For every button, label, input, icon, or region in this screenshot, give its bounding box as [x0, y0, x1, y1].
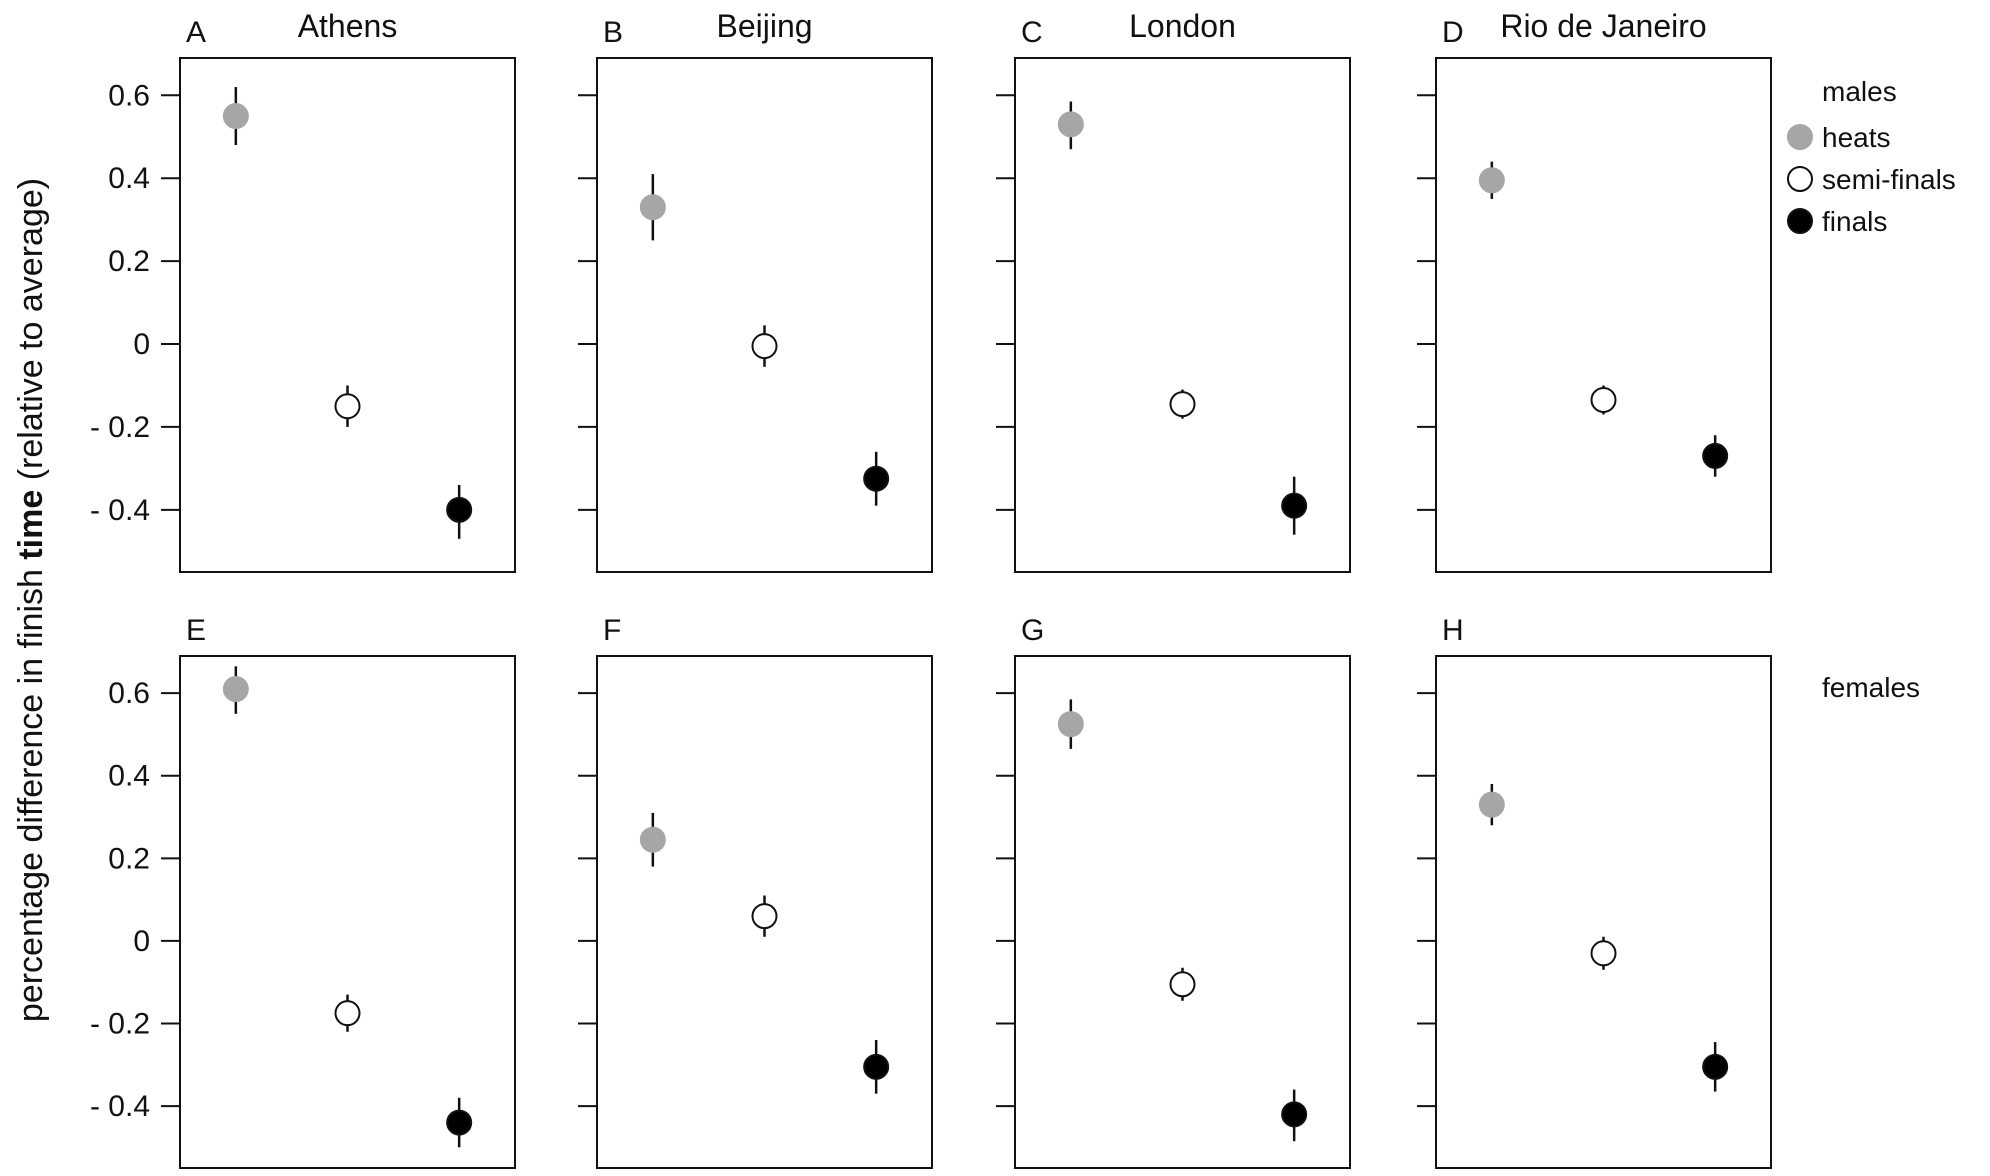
point-semi-finals [334, 1000, 361, 1027]
panel-f: F [578, 614, 933, 1169]
y-tick-label: - 0.4 [90, 1090, 150, 1123]
panel-e: E 0.6 0.4 0.2 0 - 0.2 - 0.4 [90, 614, 516, 1169]
point-heats [1478, 791, 1505, 818]
legend-label-finals: finals [1822, 206, 1887, 237]
legend-marker-semi-finals [1787, 166, 1813, 192]
point-semi-finals [751, 903, 778, 930]
legend-marker-finals [1787, 208, 1813, 234]
y-tick-label: 0.4 [108, 760, 150, 793]
point-heats [1057, 111, 1084, 138]
y-tick-label: - 0.4 [90, 494, 150, 527]
panel-letter: C [1021, 16, 1043, 49]
point-heats [222, 103, 249, 130]
y-tick-label: - 0.2 [90, 411, 150, 444]
panel-letter: D [1442, 16, 1464, 49]
panel-frame [596, 57, 933, 573]
panel-h: H [1417, 614, 1772, 1169]
point-semi-finals [1590, 940, 1617, 967]
point-semi-finals [1590, 386, 1617, 413]
panel-g: G [996, 614, 1351, 1169]
y-tick-label: 0.4 [108, 162, 150, 195]
y-axis-label-emphasis: time [12, 490, 50, 560]
y-axis-label-part-1: percentage difference in finish [12, 560, 50, 1022]
panel-letter: H [1442, 614, 1464, 647]
y-tick-label: 0.6 [108, 79, 150, 112]
panel-frame [1435, 655, 1772, 1169]
y-tick-label: - 0.2 [90, 1007, 150, 1040]
point-heats [222, 676, 249, 703]
panel-letter: G [1021, 614, 1044, 647]
panel-city-title: Athens [298, 8, 398, 44]
legend: males heats semi-finals finals females [1787, 76, 1956, 703]
panel-frame [179, 57, 516, 573]
point-finals [1281, 1101, 1308, 1128]
panel-city-title: Rio de Janeiro [1500, 8, 1706, 44]
panel-frame [1435, 57, 1772, 573]
panel-frame [596, 655, 933, 1169]
y-tick-label: 0.6 [108, 677, 150, 710]
panel-c: C London [996, 8, 1351, 573]
y-tick-label: 0 [133, 328, 150, 361]
point-finals [1702, 1053, 1729, 1080]
y-tick-label: 0.2 [108, 842, 150, 875]
legend-title-females: females [1822, 672, 1920, 703]
panel-frame [1014, 655, 1351, 1169]
panel-d: D Rio de Janeiro [1417, 8, 1772, 573]
legend-title-males: males [1822, 76, 1897, 107]
point-finals [863, 1053, 890, 1080]
legend-marker-heats [1787, 124, 1813, 150]
point-heats [1057, 711, 1084, 738]
panel-city-title: Beijing [716, 8, 812, 44]
panel-letter: A [186, 16, 206, 49]
panel-frame [179, 655, 516, 1169]
y-axis-label: percentage difference in finish time (re… [12, 178, 50, 1022]
point-heats [639, 826, 666, 853]
y-tick-label: 0 [133, 925, 150, 958]
point-finals [863, 465, 890, 492]
panel-frame [1014, 57, 1351, 573]
panel-b: B Beijing [578, 8, 933, 573]
panel-city-title: London [1129, 8, 1236, 44]
point-heats [1478, 167, 1505, 194]
point-finals [1702, 442, 1729, 469]
point-semi-finals [1169, 971, 1196, 998]
panel-letter: B [603, 16, 623, 49]
legend-label-heats: heats [1822, 122, 1891, 153]
point-heats [639, 194, 666, 221]
legend-label-semi-finals: semi-finals [1822, 164, 1956, 195]
point-finals [1281, 492, 1308, 519]
point-semi-finals [334, 393, 361, 420]
y-axis-label-part-3: (relative to average) [12, 178, 50, 490]
point-finals [446, 1109, 473, 1136]
point-finals [446, 496, 473, 523]
panel-a: A Athens 0.6 0.4 0.2 0 - 0.2 - 0.4 [90, 8, 516, 573]
point-semi-finals [751, 333, 778, 360]
panels-grid: A Athens 0.6 0.4 0.2 0 - 0.2 - 0.4 B Beijing C Lond… [90, 8, 1772, 1169]
panel-letter: E [186, 614, 206, 647]
point-semi-finals [1169, 391, 1196, 418]
panel-letter: F [603, 614, 621, 647]
y-tick-label: 0.2 [108, 245, 150, 278]
